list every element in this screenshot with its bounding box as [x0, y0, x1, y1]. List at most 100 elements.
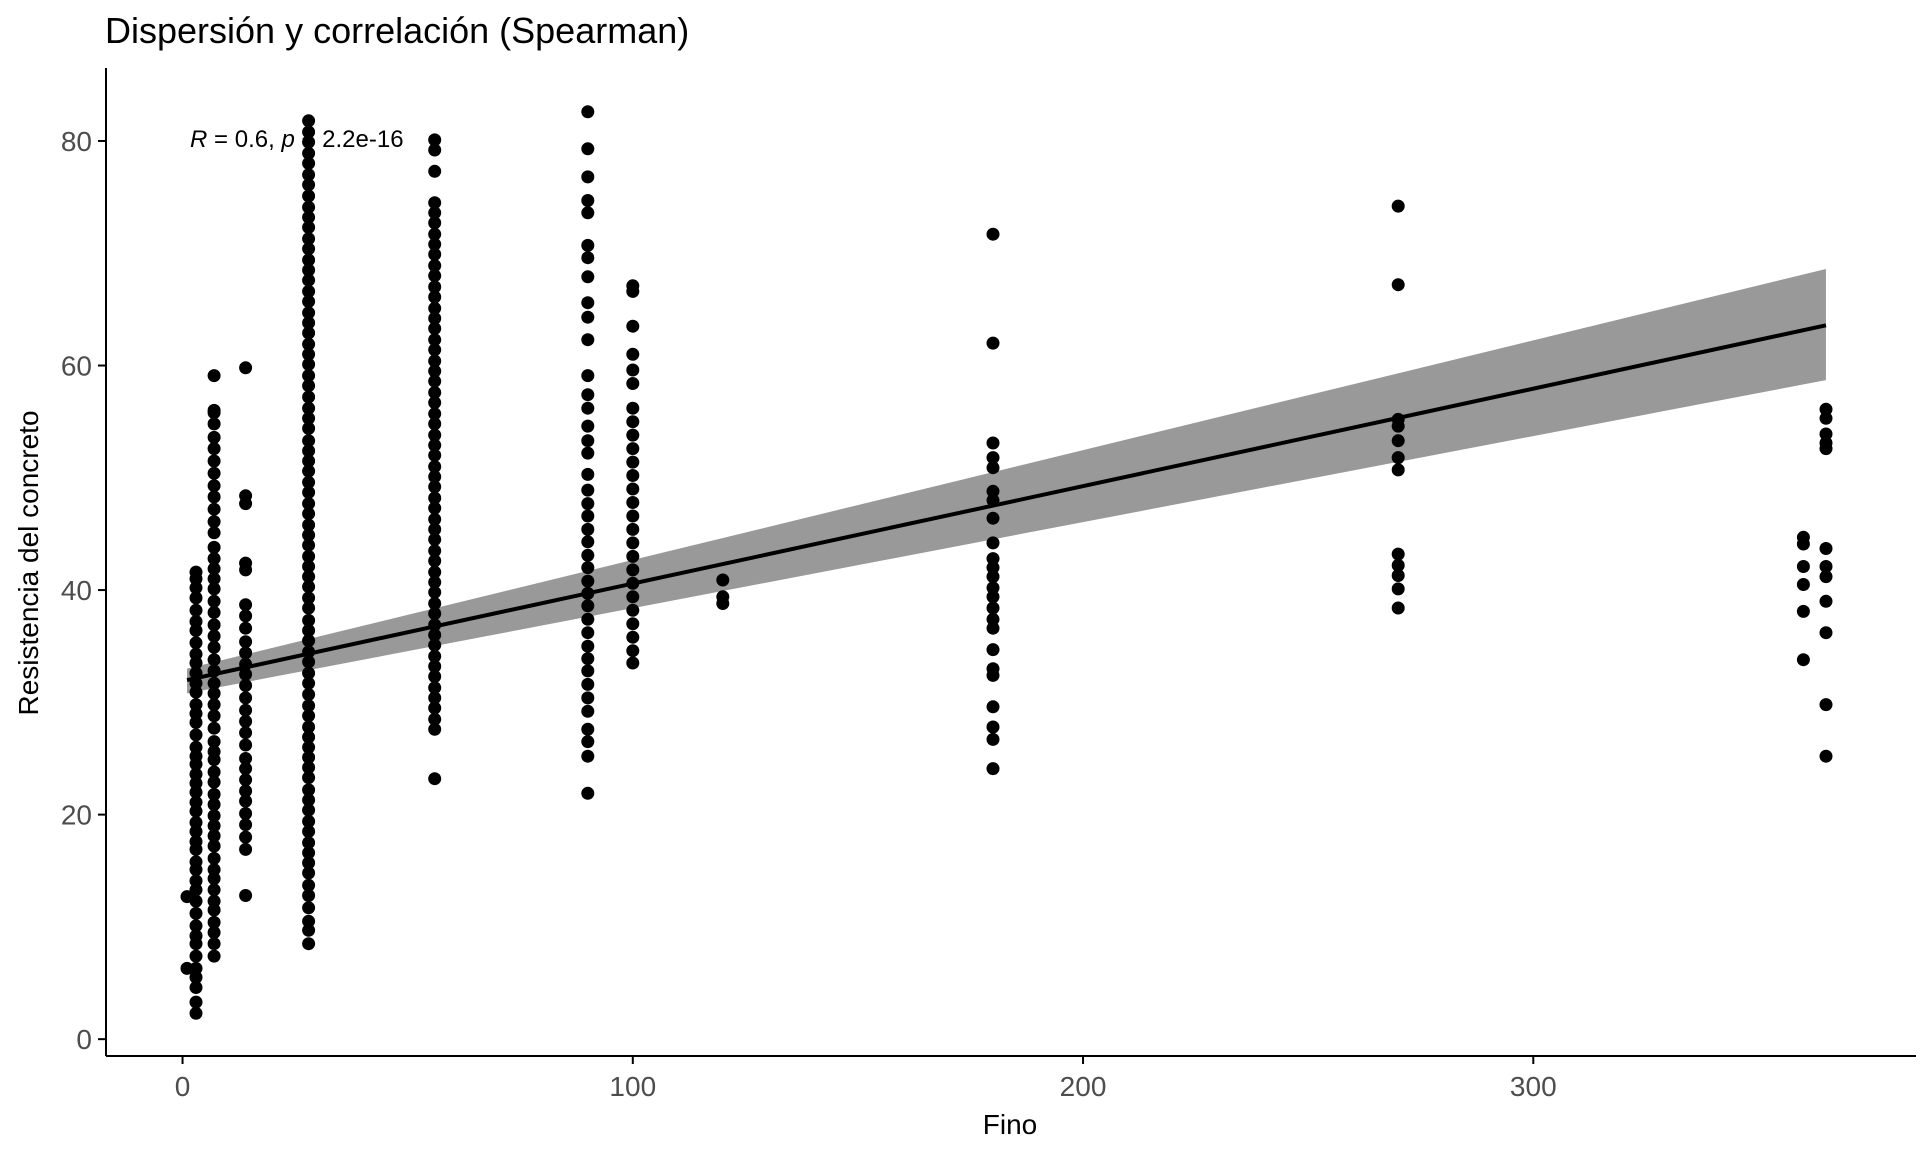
data-point — [428, 428, 442, 442]
data-point — [302, 125, 316, 139]
data-point — [302, 549, 316, 563]
data-point — [581, 639, 595, 653]
y-tick-label: 40 — [61, 575, 92, 606]
data-point — [302, 580, 316, 594]
data-point — [302, 783, 316, 797]
data-point — [986, 552, 1000, 566]
data-point — [581, 142, 595, 156]
data-point — [581, 612, 595, 626]
data-point — [302, 601, 316, 615]
data-point — [207, 937, 221, 951]
data-point — [581, 206, 595, 220]
data-point — [189, 949, 203, 963]
data-point — [581, 170, 595, 184]
data-point — [428, 333, 442, 347]
data-point — [986, 662, 1000, 676]
data-point — [1819, 542, 1833, 555]
data-point — [189, 603, 203, 617]
data-point — [626, 603, 640, 617]
data-point — [302, 220, 316, 234]
data-point — [302, 507, 316, 521]
data-point — [302, 146, 316, 160]
data-point — [626, 482, 640, 496]
data-point — [189, 1006, 203, 1020]
data-point — [428, 396, 442, 410]
data-point — [428, 512, 442, 526]
data-point — [239, 794, 253, 808]
data-point — [581, 497, 595, 511]
data-point — [1391, 547, 1405, 561]
data-point — [207, 686, 221, 700]
data-point — [207, 775, 221, 789]
data-point — [986, 762, 1000, 776]
data-point — [207, 735, 221, 749]
data-point — [207, 809, 221, 823]
data-point — [428, 343, 442, 357]
data-point — [207, 676, 221, 690]
data-point — [207, 430, 221, 444]
data-point — [428, 491, 442, 505]
annotation-p-text: < 2.2e-16 — [295, 126, 404, 153]
data-point — [207, 454, 221, 468]
data-point — [239, 556, 253, 570]
data-point — [239, 361, 253, 375]
data-point — [302, 326, 316, 340]
data-point — [428, 607, 442, 621]
data-point — [581, 704, 595, 718]
confidence-band-area — [187, 268, 1826, 694]
data-point — [302, 624, 316, 637]
data-point — [581, 749, 595, 763]
data-point — [207, 466, 221, 480]
data-point — [302, 761, 316, 774]
chart-title: Dispersión y correlación (Spearman) — [105, 10, 689, 51]
data-point — [428, 772, 442, 786]
data-point — [581, 722, 595, 736]
data-point — [581, 652, 595, 666]
data-point — [239, 773, 253, 787]
data-point — [239, 889, 253, 902]
data-point — [626, 549, 640, 563]
regression-line — [186, 323, 1827, 682]
data-point — [189, 591, 203, 605]
data-point — [1819, 436, 1833, 450]
data-point — [207, 369, 221, 383]
y-tick-label: 60 — [61, 351, 92, 382]
data-point — [1391, 434, 1405, 448]
data-point — [626, 496, 640, 509]
data-point — [1391, 199, 1405, 213]
data-point — [189, 961, 203, 975]
data-point — [428, 206, 442, 220]
data-point — [581, 691, 595, 705]
data-point — [626, 617, 640, 631]
data-point — [302, 369, 316, 383]
data-point — [428, 460, 442, 474]
data-point — [1391, 463, 1405, 477]
data-point — [302, 634, 316, 648]
data-point — [189, 906, 203, 920]
data-point — [302, 740, 316, 754]
data-point — [581, 105, 595, 119]
data-point — [207, 926, 221, 939]
data-point — [189, 816, 203, 829]
x-tick-label: 0 — [175, 1071, 191, 1102]
data-point — [239, 598, 253, 612]
data-point — [302, 390, 316, 404]
data-point — [986, 581, 1000, 595]
data-point — [302, 347, 316, 361]
data-point — [428, 544, 442, 558]
data-point — [302, 135, 316, 149]
data-point — [986, 590, 1000, 604]
data-point — [302, 878, 316, 892]
data-point — [581, 446, 595, 460]
x-tick-label: 300 — [1510, 1071, 1557, 1102]
data-point — [626, 522, 640, 536]
data-point — [239, 738, 253, 752]
data-point — [239, 621, 253, 635]
data-point — [986, 720, 1000, 734]
data-point — [428, 216, 442, 230]
data-point — [581, 401, 595, 415]
data-point — [581, 677, 595, 691]
data-point — [428, 164, 442, 178]
regression-line-layer — [186, 323, 1827, 682]
data-point — [302, 316, 316, 330]
